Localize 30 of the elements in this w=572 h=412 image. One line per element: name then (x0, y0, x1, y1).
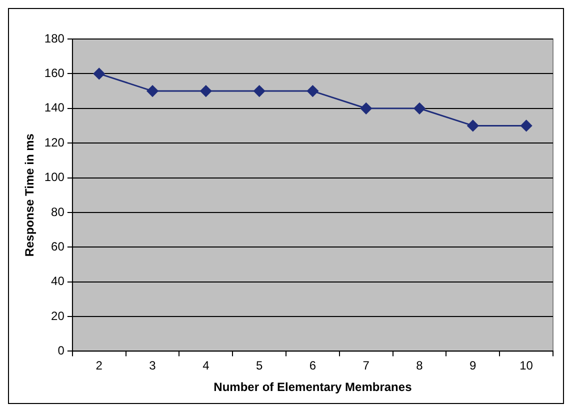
point (93, 68, 105, 80)
x-tick-label: 9 (470, 358, 477, 373)
x-tick-label: 7 (362, 358, 370, 373)
point (360, 102, 372, 114)
point (254, 85, 266, 97)
point (520, 120, 532, 132)
x-tick-label: 4 (202, 358, 210, 373)
y-tick-label: 100 (44, 170, 65, 184)
y-tick-label: 60 (51, 239, 65, 254)
y-tick-label: 0 (58, 344, 65, 358)
point (200, 85, 212, 97)
x-tick-label: 3 (149, 358, 156, 373)
point (146, 85, 158, 97)
y-tick-label: 20 (51, 308, 65, 323)
y-axis-title: Response Time in ms (22, 133, 37, 257)
x-tick-label: 8 (416, 358, 424, 373)
y-tick-label: 80 (51, 204, 65, 219)
point (414, 102, 426, 114)
y-tick-label: 120 (44, 135, 65, 150)
x-tick-label: 2 (96, 358, 103, 373)
y-tick-label: 180 (44, 31, 65, 46)
y-tick-label: 160 (44, 66, 65, 80)
y-tick-label: 140 (44, 100, 65, 115)
y-tick-label: 40 (51, 274, 65, 288)
x-tick-label: 10 (520, 358, 534, 373)
x-tick-label: 6 (309, 358, 316, 373)
x-tick-label: 5 (256, 358, 263, 373)
point (306, 85, 318, 97)
x-axis-title: Number of Elementary Membranes (214, 380, 412, 394)
point (467, 120, 479, 132)
